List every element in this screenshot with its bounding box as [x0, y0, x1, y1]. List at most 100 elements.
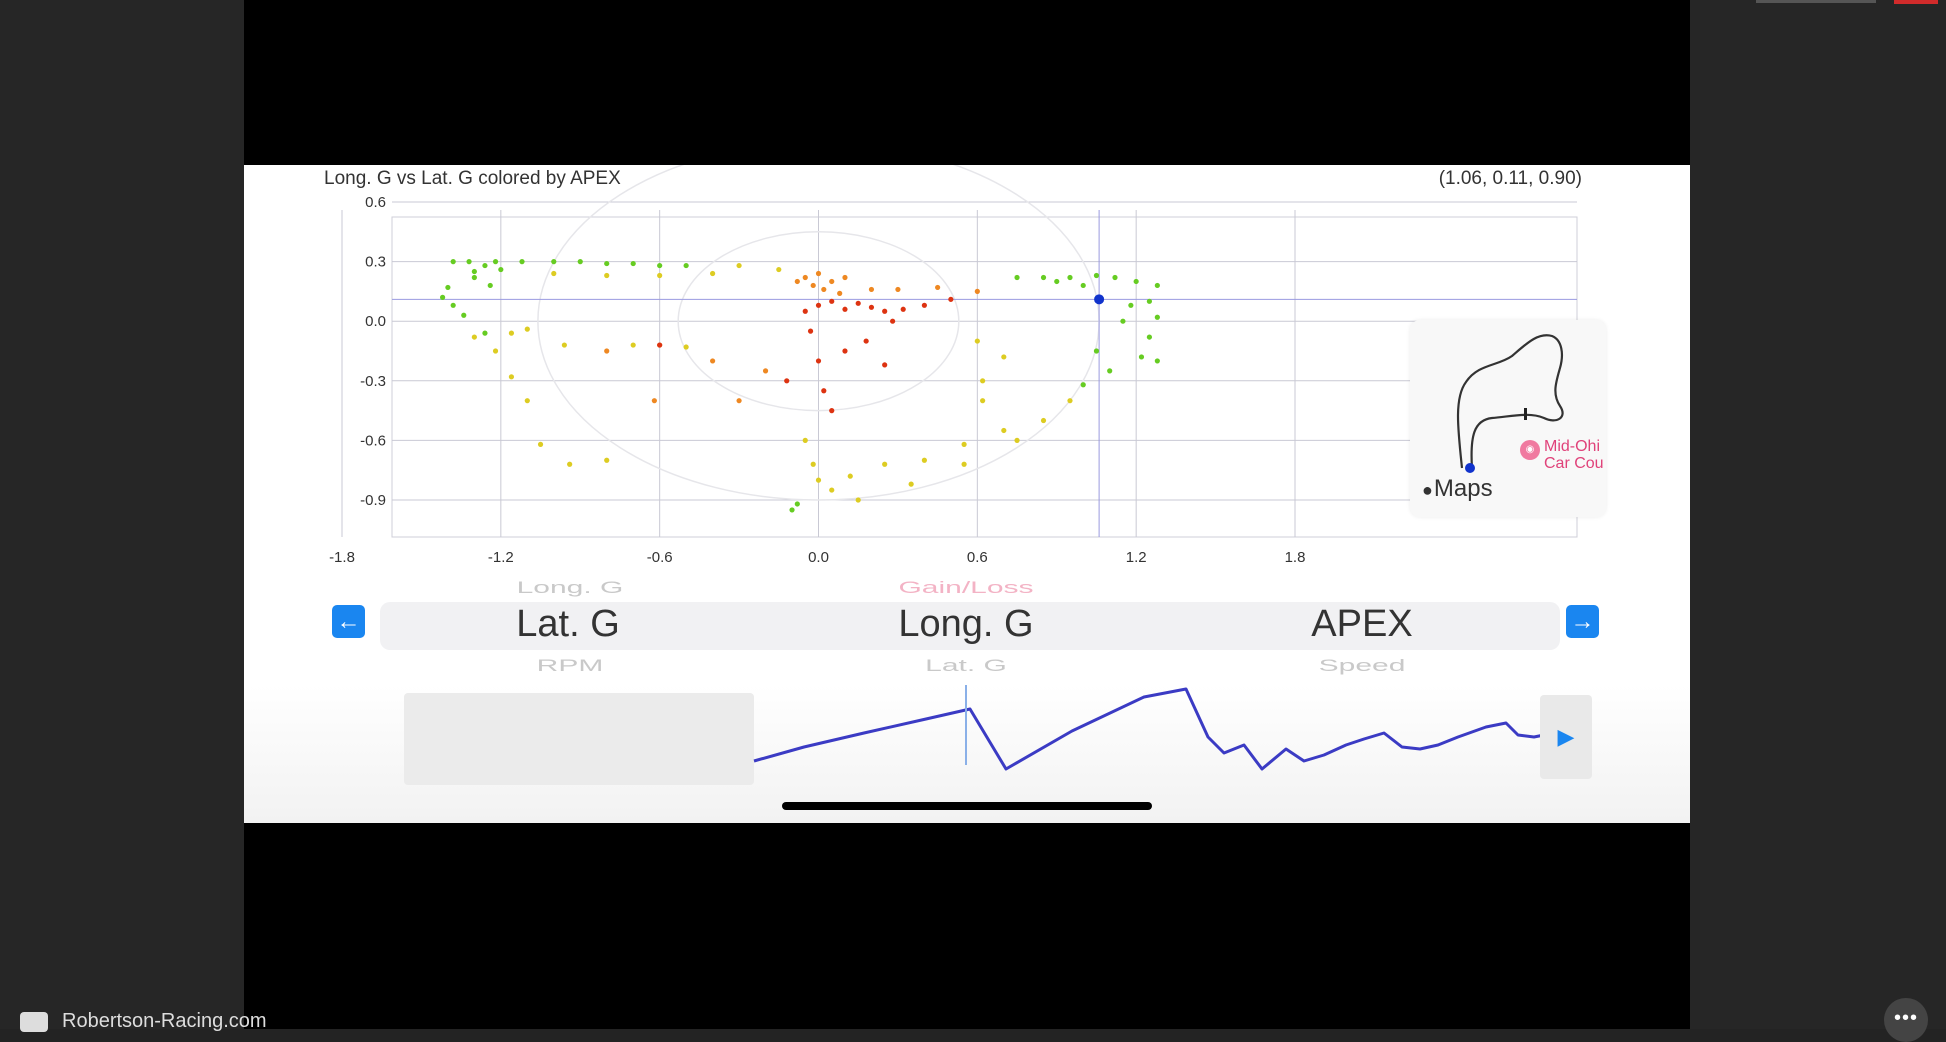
data-point: [439, 294, 446, 300]
data-point: [657, 272, 663, 279]
maps-logo: ●Maps: [1422, 475, 1493, 502]
data-point: [802, 274, 808, 281]
x-tick-label: 1.2: [1126, 549, 1147, 565]
next-channel-button[interactable]: →: [1566, 605, 1599, 638]
data-point: [450, 302, 456, 308]
data-point: [1093, 272, 1100, 279]
x-tick-label: 1.8: [1285, 549, 1306, 565]
data-point: [895, 286, 901, 293]
data-point: [961, 461, 967, 467]
picker-color-selected[interactable]: APEX: [1311, 603, 1413, 645]
timeline-unloaded-region: [404, 693, 754, 785]
data-point: [842, 306, 848, 312]
data-point: [890, 318, 896, 324]
data-point: [551, 270, 557, 277]
data-point: [868, 304, 875, 310]
play-button[interactable]: ▶: [1540, 695, 1592, 779]
data-point: [567, 461, 573, 467]
data-point: [1040, 417, 1047, 424]
y-tick-label: 0.3: [365, 254, 386, 271]
data-point: [842, 274, 848, 281]
data-point: [524, 326, 530, 332]
data-point: [882, 362, 888, 368]
data-point: [1014, 437, 1020, 443]
data-point: [961, 441, 967, 447]
data-point: [821, 388, 827, 394]
data-point: [577, 259, 583, 265]
data-point: [837, 290, 843, 296]
track-outline: [1456, 334, 1564, 473]
more-options-icon[interactable]: •••: [1884, 998, 1928, 1042]
data-point: [471, 268, 477, 275]
channel-picker-band: [380, 602, 1560, 650]
chart-title: Long. G vs Lat. G colored by APEX: [324, 168, 621, 189]
data-point: [1080, 282, 1086, 289]
site-label[interactable]: Robertson-Racing.com: [62, 1010, 267, 1032]
data-point: [863, 338, 869, 344]
data-point: [794, 278, 800, 285]
data-point: [604, 348, 610, 354]
data-point: [1133, 278, 1139, 285]
data-point: [882, 461, 888, 467]
data-point: [815, 302, 822, 308]
picker-x-above[interactable]: Long. G: [516, 578, 624, 597]
record-indicator: [1894, 0, 1938, 4]
data-point: [1067, 398, 1073, 404]
data-point: [537, 441, 544, 447]
picker-x-axis-selected[interactable]: Lat. G: [516, 603, 620, 645]
data-point: [1138, 354, 1145, 360]
data-point: [1001, 427, 1007, 434]
data-point: [762, 368, 769, 374]
data-point: [630, 342, 636, 348]
data-point: [466, 259, 472, 265]
prev-channel-button[interactable]: ←: [332, 605, 365, 638]
data-point: [1112, 274, 1118, 281]
picker-y-below[interactable]: Lat. G: [925, 656, 1007, 675]
y-tick-label: -0.6: [360, 432, 386, 449]
data-point: [921, 457, 927, 463]
y-tick-label: -0.9: [360, 492, 386, 509]
picker-color-below[interactable]: Speed: [1318, 656, 1406, 675]
data-point: [492, 348, 499, 354]
data-point: [1080, 382, 1086, 388]
data-point: [683, 344, 689, 350]
track-map-card[interactable]: ◉ Mid-Ohi Car Cou ●Maps: [1410, 320, 1606, 517]
data-point: [1054, 278, 1060, 285]
data-point: [807, 328, 814, 334]
data-point: [482, 330, 488, 336]
picker-y-above[interactable]: Gain/Loss: [898, 578, 1034, 597]
data-point: [921, 302, 927, 308]
lap-trace[interactable]: [244, 685, 1690, 823]
data-point: [1093, 348, 1100, 354]
data-point: [815, 477, 822, 483]
data-point: [657, 262, 663, 269]
data-point: [683, 262, 689, 269]
data-point: [710, 270, 716, 277]
data-point: [561, 342, 567, 348]
data-point: [1146, 334, 1153, 340]
data-point: [776, 266, 782, 273]
y-tick-label: -0.3: [360, 373, 386, 390]
data-point: [1014, 274, 1020, 281]
x-tick-label: -1.2: [488, 549, 514, 565]
data-point: [524, 398, 530, 404]
data-point: [821, 286, 827, 293]
data-point: [519, 259, 525, 265]
data-point: [882, 308, 888, 314]
trace-line: [753, 687, 1572, 771]
data-point: [908, 481, 914, 487]
gg-scatter-chart: -1.8 -1.2 -0.6 0.0 0.6 1.2 1.8 0.6 0.3 0.0 -0.3 -0.…: [329, 165, 1578, 565]
data-point: [1128, 302, 1134, 308]
data-point: [1120, 318, 1126, 324]
picker-y-axis-selected[interactable]: Long. G: [898, 603, 1034, 645]
data-point: [847, 473, 853, 479]
data-point: [948, 296, 954, 302]
data-point: [508, 330, 515, 336]
picker-x-below[interactable]: RPM: [536, 656, 604, 675]
data-point: [1146, 298, 1153, 304]
y-tick-label: 0.0: [365, 313, 386, 330]
data-point: [802, 308, 808, 314]
data-point: [900, 306, 906, 312]
data-point: [974, 288, 980, 294]
data-point: [487, 282, 493, 289]
